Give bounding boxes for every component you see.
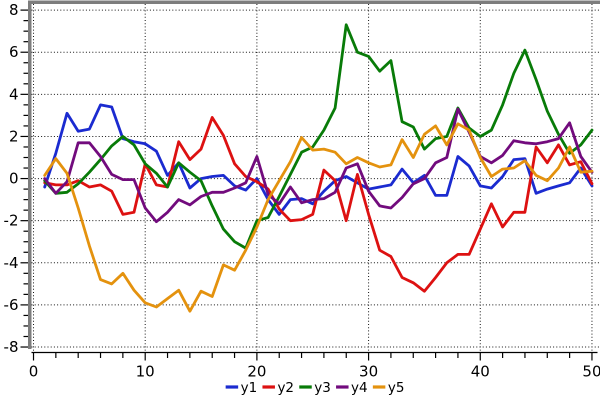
legend-item-y1: y1 <box>225 380 258 396</box>
plot-frame-left <box>28 0 32 349</box>
x-axis-tick-label: 0 <box>29 363 39 381</box>
series-line-y2 <box>43 116 594 293</box>
x-axis-tick-label: 50 <box>582 363 600 381</box>
x-axis-tick-label: 30 <box>359 363 378 381</box>
series-line-y3 <box>43 23 594 250</box>
series-line-y4 <box>43 107 594 224</box>
y-axis-tick-label: 4 <box>9 85 19 103</box>
y-axis-tick-label: -8 <box>4 338 19 356</box>
y-axis-tick-label: 2 <box>9 127 19 145</box>
x-axis-tick-label: 20 <box>247 363 266 381</box>
legend-item-y3: y3 <box>299 380 331 396</box>
y-axis-tick-label: -4 <box>4 254 19 272</box>
x-axis-tick-label: 10 <box>136 363 155 381</box>
y-axis-tick-label: -6 <box>4 296 19 314</box>
y-axis-tick-label: 8 <box>9 1 19 19</box>
series-line-y5 <box>43 122 594 313</box>
legend-label-y3: y3 <box>314 380 331 396</box>
plot-frame-top <box>28 0 600 4</box>
legend-item-y4: y4 <box>336 380 368 396</box>
y-axis-tick-label: 0 <box>9 170 19 188</box>
legend-label-y4: y4 <box>351 380 368 396</box>
legend-label-y5: y5 <box>388 380 405 396</box>
y-axis-tick-label: -2 <box>4 212 19 230</box>
legend-label-y2: y2 <box>277 380 294 396</box>
legend-item-y2: y2 <box>262 380 294 396</box>
y-axis-tick-label: 6 <box>9 43 19 61</box>
legend-label-y1: y1 <box>241 380 258 396</box>
legend-item-y5: y5 <box>372 380 405 396</box>
x-axis-tick-label: 40 <box>471 363 490 381</box>
